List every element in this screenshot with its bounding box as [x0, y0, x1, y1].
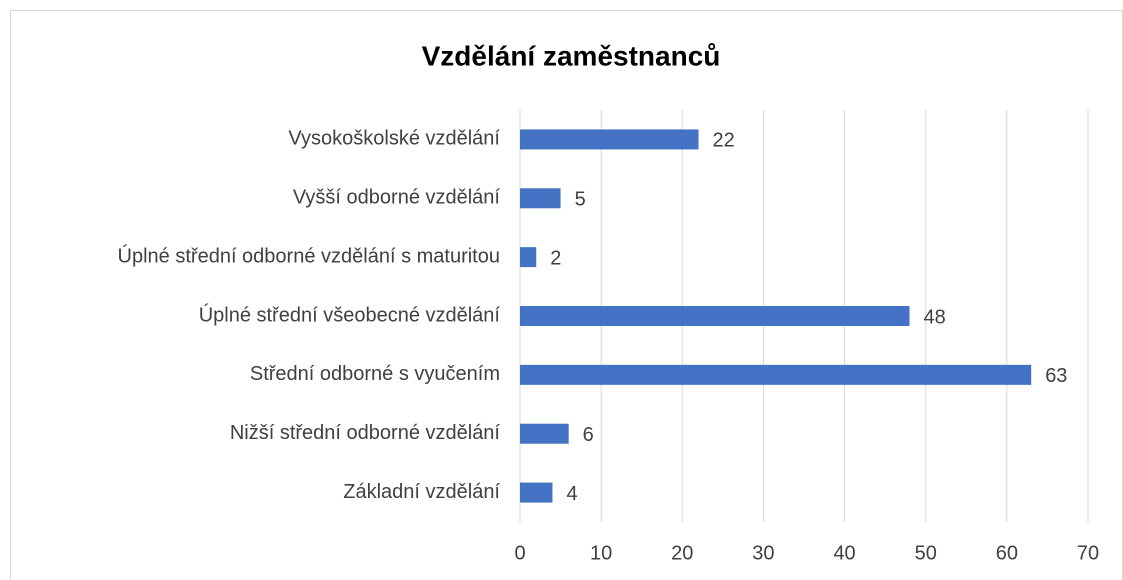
data-label: 6	[583, 424, 594, 446]
bar	[520, 482, 553, 503]
bar	[520, 129, 699, 150]
x-tick-label: 0	[514, 542, 525, 564]
y-tick-label: Nižší střední odborné vzdělání	[230, 422, 501, 444]
x-tick-label: 10	[590, 542, 612, 564]
y-tick-label: Úplné střední odborné vzdělání s maturit…	[118, 244, 500, 267]
data-label: 22	[713, 130, 735, 152]
y-tick-label: Úplné střední všeobecné vzdělání	[199, 303, 501, 326]
bar	[520, 364, 1032, 385]
x-tick-label: 60	[996, 542, 1018, 564]
bar	[520, 188, 561, 209]
x-tick-label: 40	[833, 542, 855, 564]
y-tick-label: Základní vzdělání	[343, 481, 500, 503]
y-tick-label: Vysokoškolské vzdělání	[288, 128, 500, 150]
data-label: 2	[550, 247, 561, 269]
data-label: 5	[575, 189, 586, 211]
x-tick-label: 70	[1077, 542, 1099, 564]
bar	[520, 247, 537, 268]
data-label: 48	[923, 306, 945, 328]
x-tick-label: 20	[671, 542, 693, 564]
x-tick-label: 50	[915, 542, 937, 564]
data-label: 63	[1045, 365, 1067, 387]
chart-title: Vzdělání zaměstnanců	[422, 40, 721, 71]
chart-frame	[10, 10, 1123, 580]
x-tick-label: 30	[752, 542, 774, 564]
bar	[520, 423, 569, 444]
bar	[520, 306, 910, 326]
y-tick-label: Střední odborné s vyučením	[250, 363, 500, 385]
data-label: 4	[566, 483, 577, 505]
y-tick-label: Vyšší odborné vzdělání	[293, 187, 501, 209]
